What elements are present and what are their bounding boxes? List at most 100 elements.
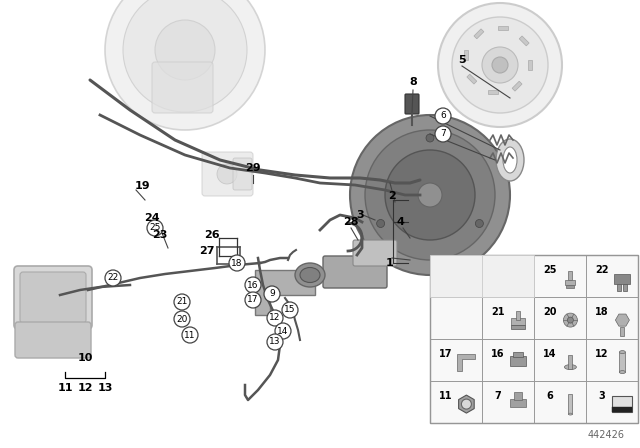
FancyBboxPatch shape [152, 62, 213, 113]
Bar [474, 29, 484, 39]
Bar [498, 26, 508, 30]
Circle shape [275, 323, 291, 339]
Ellipse shape [620, 370, 625, 374]
Polygon shape [612, 396, 632, 412]
Circle shape [461, 399, 472, 409]
Text: 7: 7 [494, 391, 501, 401]
Text: 2: 2 [388, 191, 396, 201]
Bar [430, 339, 482, 381]
Bar [565, 280, 575, 285]
Text: 12: 12 [77, 383, 93, 393]
Circle shape [174, 311, 190, 327]
Text: 17: 17 [247, 296, 259, 305]
Bar [482, 297, 534, 339]
Bar [516, 311, 520, 320]
Bar [623, 284, 627, 291]
Text: 3: 3 [356, 210, 364, 220]
Circle shape [365, 130, 495, 260]
Ellipse shape [295, 263, 325, 287]
Circle shape [155, 20, 215, 80]
Circle shape [476, 220, 483, 228]
Text: 24: 24 [144, 213, 160, 223]
Text: 25: 25 [543, 265, 556, 275]
Bar [534, 381, 586, 423]
Text: 16: 16 [247, 280, 259, 289]
Text: 8: 8 [409, 77, 417, 87]
Text: 14: 14 [543, 349, 556, 359]
Ellipse shape [300, 267, 320, 283]
Bar [568, 394, 572, 414]
Circle shape [245, 277, 261, 293]
Circle shape [568, 317, 573, 323]
Circle shape [492, 57, 508, 73]
Bar [528, 60, 532, 70]
FancyBboxPatch shape [14, 266, 92, 329]
Circle shape [282, 302, 298, 318]
Polygon shape [255, 270, 315, 315]
Bar [620, 327, 625, 336]
Bar [430, 255, 638, 423]
Text: 13: 13 [97, 383, 113, 393]
Text: 10: 10 [77, 353, 93, 363]
FancyBboxPatch shape [202, 152, 253, 196]
Text: 19: 19 [134, 181, 150, 191]
Circle shape [438, 3, 562, 127]
Bar [566, 285, 575, 288]
Circle shape [147, 220, 163, 236]
Bar [430, 255, 482, 297]
FancyBboxPatch shape [353, 240, 397, 266]
Circle shape [229, 255, 245, 271]
Bar [586, 255, 638, 297]
FancyBboxPatch shape [405, 94, 419, 114]
Bar [430, 297, 482, 339]
Bar [568, 271, 572, 280]
Text: 17: 17 [439, 349, 452, 359]
Circle shape [182, 327, 198, 343]
Polygon shape [458, 354, 476, 371]
Bar [612, 407, 632, 412]
Text: 28: 28 [343, 217, 359, 227]
Bar [586, 297, 638, 339]
Polygon shape [616, 314, 629, 326]
Circle shape [350, 115, 510, 275]
Text: 442426: 442426 [588, 430, 625, 440]
Bar [430, 381, 482, 423]
Bar [511, 325, 525, 329]
Circle shape [563, 313, 577, 327]
Circle shape [385, 150, 475, 240]
Text: 23: 23 [152, 230, 168, 240]
Ellipse shape [503, 147, 517, 173]
FancyBboxPatch shape [233, 158, 252, 190]
Circle shape [267, 310, 283, 326]
Text: 26: 26 [204, 230, 220, 240]
Text: 1: 1 [386, 258, 394, 268]
FancyBboxPatch shape [15, 322, 91, 358]
Bar [513, 352, 524, 357]
Text: 20: 20 [543, 307, 556, 317]
Bar [482, 381, 534, 423]
Circle shape [418, 183, 442, 207]
Ellipse shape [620, 351, 625, 353]
Text: 18: 18 [231, 258, 243, 267]
Circle shape [482, 47, 518, 83]
Bar [534, 255, 586, 297]
Text: 21: 21 [491, 307, 504, 317]
Bar [620, 352, 625, 372]
Ellipse shape [496, 139, 524, 181]
Bar [586, 339, 638, 381]
Text: 9: 9 [269, 289, 275, 298]
Text: 27: 27 [199, 246, 215, 256]
Circle shape [267, 334, 283, 350]
Bar [467, 74, 477, 84]
Text: 7: 7 [440, 129, 446, 138]
Text: 11: 11 [184, 331, 196, 340]
Bar [618, 284, 621, 291]
Circle shape [426, 134, 434, 142]
Circle shape [452, 17, 548, 113]
Text: 18: 18 [595, 307, 609, 317]
Bar [430, 255, 482, 297]
Text: 11: 11 [57, 383, 73, 393]
Text: 12: 12 [269, 314, 281, 323]
Ellipse shape [217, 164, 237, 184]
Text: 12: 12 [595, 349, 609, 359]
